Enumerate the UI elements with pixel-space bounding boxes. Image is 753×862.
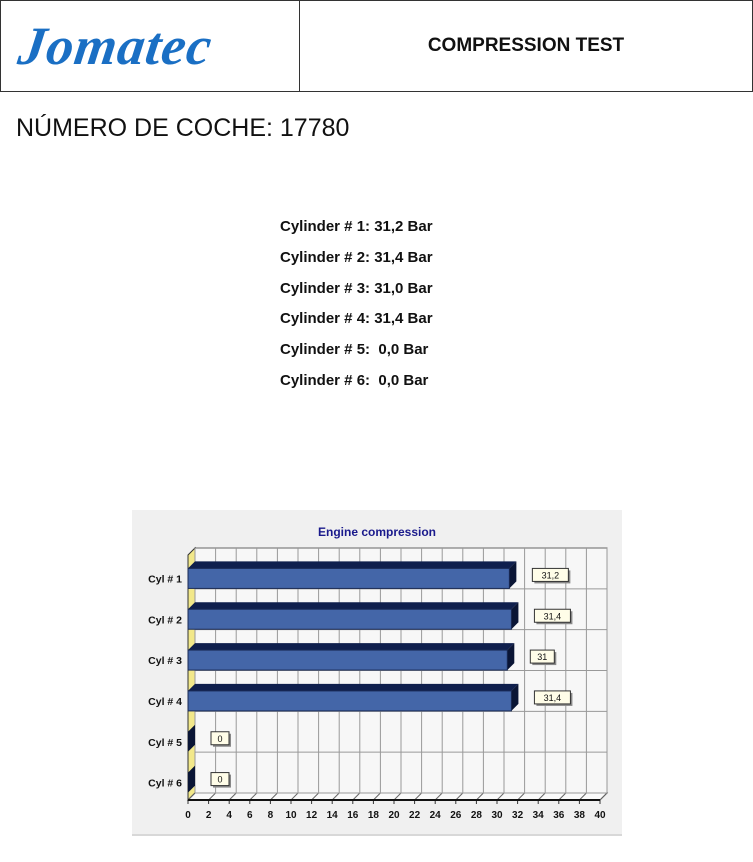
bar <box>187 690 512 712</box>
x-tick-label: 32 <box>512 810 524 821</box>
floor-grid-line <box>558 792 567 801</box>
y-category-label: Cyl # 5 <box>148 737 182 749</box>
x-tick-label: 26 <box>450 810 462 821</box>
data-label: 0 <box>217 775 222 785</box>
x-tick-label: 38 <box>574 810 586 821</box>
floor-grid-line <box>537 792 546 801</box>
bar-side <box>507 643 515 671</box>
cylinder-reading: Cylinder # 4: 31,4 Bar <box>280 310 433 328</box>
y-category-label: Cyl # 4 <box>148 696 182 708</box>
report-header: Jomatec COMPRESSION TEST <box>0 0 753 92</box>
floor-grid-line <box>414 792 422 801</box>
floor-grid-line <box>373 792 381 801</box>
x-tick-label: 30 <box>491 810 503 821</box>
floor-grid-line <box>311 792 319 801</box>
data-label-box <box>210 731 230 746</box>
y-category-label: Cyl # 3 <box>148 655 182 667</box>
floor-grid-line <box>393 792 402 801</box>
floor-grid-line <box>579 792 587 801</box>
jomatec-logo: Jomatec <box>14 16 217 76</box>
floor-grid-line <box>496 792 505 801</box>
y-category-label: Cyl # 1 <box>148 573 182 585</box>
data-label-box <box>210 772 230 787</box>
cylinder-reading: Cylinder # 2: 31,4 Bar <box>280 248 433 266</box>
data-label: 31,2 <box>542 570 560 580</box>
data-label-box <box>529 649 555 664</box>
floor-grid-line <box>208 792 216 801</box>
x-tick-label: 4 <box>226 810 232 821</box>
x-tick-label: 22 <box>409 810 421 821</box>
floor-grid-line <box>455 792 464 801</box>
x-tick-label: 18 <box>368 810 380 821</box>
floor-grid-line <box>476 792 484 801</box>
x-tick-label: 28 <box>471 810 483 821</box>
x-tick-label: 2 <box>206 810 212 821</box>
bar-top <box>188 602 519 610</box>
engine-compression-chart: Engine compression 0 2 4 6 8 10 12 14 16 18 20 22 24 2… <box>132 510 622 836</box>
x-tick-label: 10 <box>285 810 297 821</box>
cylinder-reading: Cylinder # 1: 31,2 Bar <box>280 218 433 235</box>
floor-grid-line <box>187 792 196 801</box>
floor-grid-line <box>249 792 258 801</box>
cylinder-reading: Cylinder # 6: 0,0 Bar <box>280 372 429 389</box>
y-category-label: Cyl # 6 <box>148 778 182 790</box>
x-tick-label: 36 <box>553 810 565 821</box>
x-tick-label: 40 <box>594 810 606 821</box>
data-label-box <box>533 608 571 623</box>
x-tick-label: 20 <box>388 810 400 821</box>
data-label-box <box>531 567 569 582</box>
floor-grid-line <box>228 792 237 801</box>
x-tick-label: 0 <box>185 810 191 821</box>
bar-top <box>188 683 519 691</box>
report-title: COMPRESSION TEST <box>427 35 625 56</box>
bar <box>187 608 512 630</box>
bar <box>187 567 510 589</box>
bar-top <box>188 561 517 569</box>
x-tick-label: 8 <box>268 810 274 821</box>
floor-grid-line <box>599 792 608 801</box>
car-number: NÚMERO DE COCHE: 17780 <box>16 114 350 142</box>
cylinder-reading: Cylinder # 5: 0,0 Bar <box>280 341 429 359</box>
bar-side <box>509 561 517 589</box>
x-tick-label: 6 <box>247 810 253 821</box>
x-tick-label: 16 <box>347 810 359 821</box>
data-label: 31,4 <box>544 693 562 703</box>
floor-grid-line <box>434 792 443 801</box>
bar-zero <box>188 724 195 752</box>
x-tick-label: 24 <box>430 810 442 821</box>
bar-side <box>511 602 519 630</box>
x-tick-label: 34 <box>533 810 545 821</box>
data-label: 0 <box>217 734 222 744</box>
x-tick-label: 14 <box>327 810 339 821</box>
floor-grid-line <box>270 792 278 801</box>
floor-grid-line <box>517 792 525 801</box>
data-label-box <box>533 690 571 705</box>
data-label: 31,4 <box>544 611 562 621</box>
logo-cell: Jomatec <box>1 1 300 91</box>
floor-grid-line <box>290 792 299 801</box>
bar <box>187 649 508 671</box>
chart-title: Engine compression <box>318 525 436 539</box>
bar-top <box>188 643 515 651</box>
cylinder-reading: Cylinder # 3: 31,0 Bar <box>280 279 433 297</box>
y-category-label: Cyl # 2 <box>148 614 182 626</box>
data-label: 31 <box>537 652 547 662</box>
bar-side <box>511 683 519 711</box>
floor-grid-line <box>352 792 361 801</box>
x-tick-label: 12 <box>306 810 318 821</box>
floor-grid-line <box>331 792 340 801</box>
bar-zero <box>188 765 195 793</box>
